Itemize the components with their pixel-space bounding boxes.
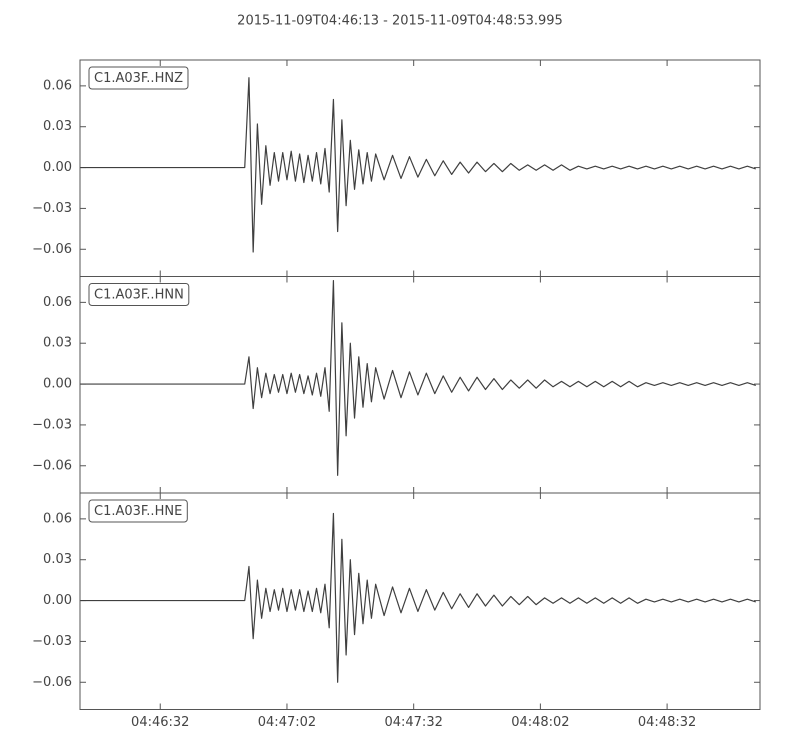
- y-tick-label: 0.06: [43, 511, 72, 526]
- y-tick-label: 0.06: [43, 295, 72, 310]
- y-tick-label: −0.03: [32, 634, 72, 649]
- trace-label: C1.A03F..HNE: [94, 504, 182, 519]
- x-tick-label: 04:47:32: [384, 715, 442, 730]
- y-tick-label: −0.06: [32, 675, 72, 690]
- y-tick-label: 0.03: [43, 119, 72, 134]
- y-tick-label: 0.03: [43, 336, 72, 351]
- x-tick-label: 04:46:32: [131, 715, 189, 730]
- y-tick-label: 0.00: [43, 377, 72, 392]
- label-box: [88, 66, 189, 90]
- trace-label: C1.A03F..HNZ: [94, 71, 183, 86]
- label-box: [88, 283, 190, 306]
- y-tick-label: −0.03: [32, 201, 72, 216]
- y-tick-label: 0.06: [43, 78, 72, 93]
- trace: [80, 77, 756, 253]
- label-box: [88, 499, 188, 523]
- y-tick-label: −0.03: [32, 417, 72, 432]
- x-tick-label: 04:48:02: [511, 715, 569, 730]
- trace: [80, 279, 756, 476]
- trace-label: C1.A03F..HNN: [94, 288, 184, 303]
- figure-title: 2015-11-09T04:46:13 - 2015-11-09T04:48:5…: [237, 14, 563, 29]
- x-tick-label: 04:48:32: [638, 715, 696, 730]
- y-tick-label: 0.03: [43, 552, 72, 567]
- panel-frame: [79, 492, 761, 710]
- y-tick-label: −0.06: [32, 458, 72, 473]
- trace: [80, 512, 756, 683]
- y-tick-label: 0.00: [43, 593, 72, 608]
- y-tick-label: −0.06: [32, 242, 72, 257]
- x-tick-label: 04:47:02: [258, 715, 316, 730]
- y-tick-label: 0.00: [43, 160, 72, 175]
